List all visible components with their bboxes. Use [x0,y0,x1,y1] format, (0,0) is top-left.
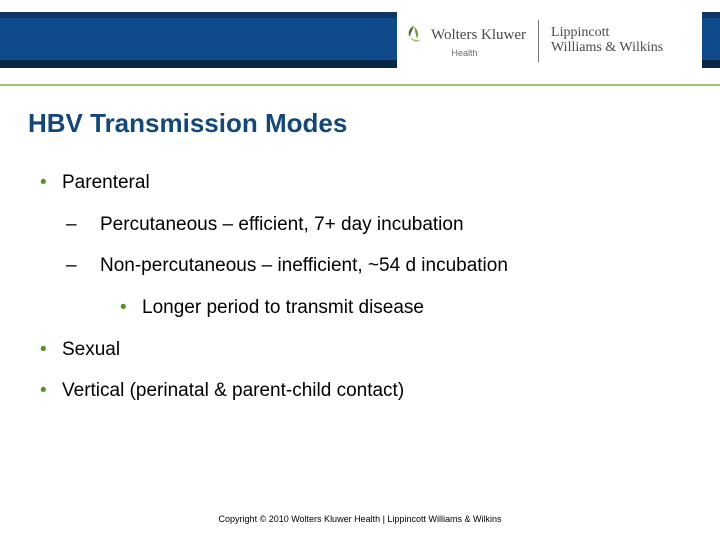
copyright-text: Copyright © 2010 Wolters Kluwer Health |… [0,514,720,524]
bullet-l1: Vertical (perinatal & parent-child conta… [40,378,680,404]
slide: Wolters Kluwer Health Lippincott William… [0,0,720,540]
slide-content: Parenteral Percutaneous – efficient, 7+ … [40,170,680,420]
bullet-l3: Longer period to transmit disease [120,295,680,321]
header-underline [0,84,720,86]
logo-divider [538,20,539,62]
wolters-kluwer-subtitle: Health [452,48,478,58]
bullet-l2: Non-percutaneous – inefficient, ~54 d in… [66,253,680,279]
wolters-kluwer-logo: Wolters Kluwer Health [397,24,526,58]
wolters-kluwer-name: Wolters Kluwer [431,27,526,44]
lippincott-line1: Lippincott [551,26,663,41]
publisher-logo-block: Wolters Kluwer Health Lippincott William… [397,12,702,70]
bullet-l1: Parenteral [40,170,680,196]
slide-title: HBV Transmission Modes [28,108,347,139]
bullet-l2: Percutaneous – efficient, 7+ day incubat… [66,212,680,238]
lippincott-line2: Williams & Wilkins [551,41,663,56]
lippincott-logo: Lippincott Williams & Wilkins [551,26,663,55]
wolters-kluwer-leaf-icon [403,24,425,46]
wolters-kluwer-logo-row: Wolters Kluwer [403,24,526,46]
bullet-l1: Sexual [40,337,680,363]
